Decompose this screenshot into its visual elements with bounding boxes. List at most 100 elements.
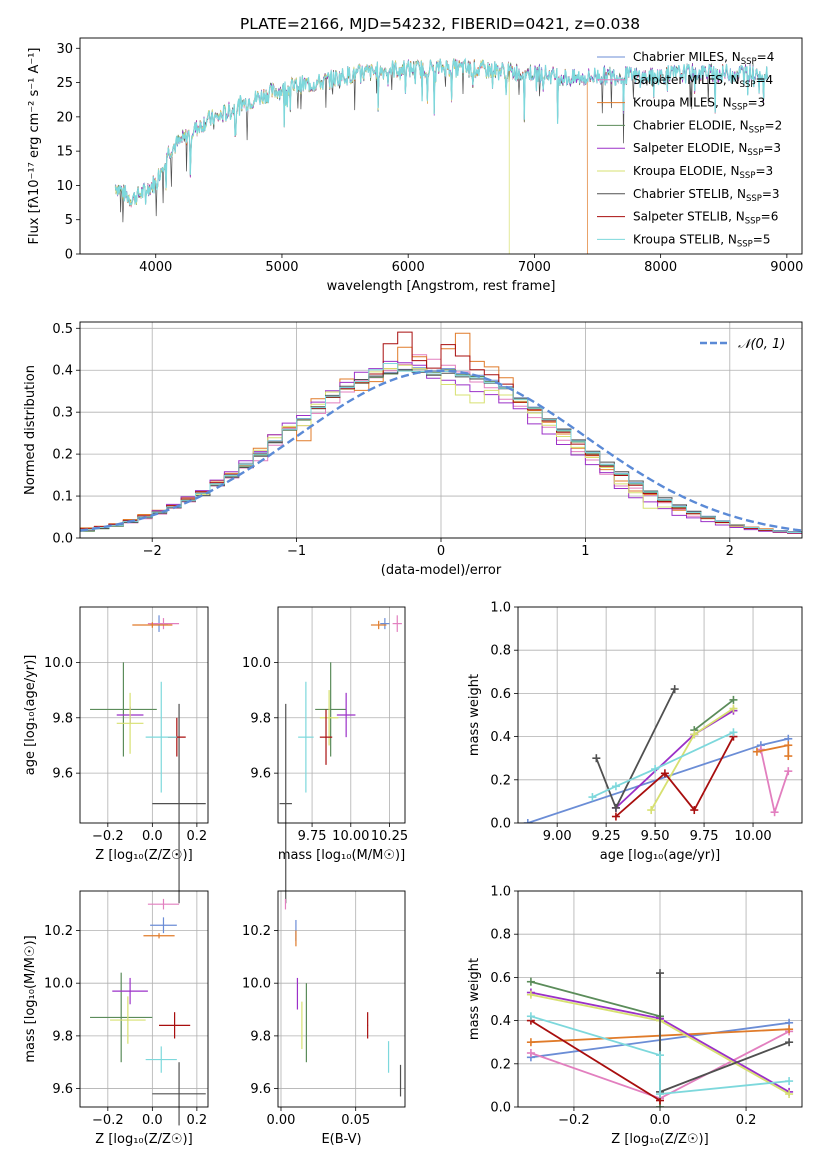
y-tick-label: 9.6 — [52, 767, 73, 782]
x-tick-label: −0.2 — [92, 1113, 124, 1128]
x-tick-label: 9.50 — [641, 829, 670, 844]
age_vs_mass-panel: 9.75 10.00 10.25 9.6 9.8 10.0 mass [log₁₀(M/M☉… — [242, 606, 408, 904]
y-tick-label: 0.2 — [490, 773, 511, 788]
axes-frame — [277, 606, 406, 824]
axes-frame — [79, 606, 209, 824]
errorbar-point — [143, 933, 175, 939]
x-tick-label: 0 — [437, 544, 445, 559]
y-tick-label: 1.0 — [490, 885, 511, 900]
spectrum-panel: 4000 5000 6000 7000 8000 9000 0 5 10 15 20 25 30 wave… — [27, 37, 803, 294]
axes-frame — [277, 890, 406, 1108]
y-tick-label: 1.0 — [490, 601, 511, 616]
series-marker — [784, 741, 793, 750]
axes-frame — [517, 606, 803, 824]
y-tick-label: 0.2 — [52, 448, 73, 463]
series-line-chabrier-miles — [527, 737, 789, 823]
series-marker — [690, 730, 699, 739]
y-tick-label: 0.6 — [490, 687, 511, 702]
series-line-salpeter-stelib — [615, 736, 735, 818]
x-tick-label: 0.05 — [341, 1113, 370, 1128]
series-marker — [656, 1090, 664, 1099]
errorbar-point — [116, 692, 144, 754]
series-marker — [526, 1038, 535, 1047]
errorbar-point — [319, 690, 339, 746]
y-tick-label: 10 — [56, 179, 73, 194]
y-tick-label: 25 — [56, 76, 73, 91]
series-marker — [690, 806, 699, 815]
legend-label: Salpeter MILES, NSSP=4 — [633, 73, 773, 90]
series-marker — [611, 812, 620, 821]
series-marker — [785, 1025, 794, 1034]
series-line-salpeter-stelib — [530, 1019, 661, 1102]
errorbar-point — [90, 972, 153, 1063]
y-axis-label: mass weight — [467, 674, 482, 756]
series-group — [526, 969, 794, 1107]
y-axis-label: Normed distribution — [23, 365, 38, 495]
legend-label: Chabrier STELIB, NSSP=3 — [633, 187, 780, 204]
y-tick-label: 0.3 — [52, 406, 73, 421]
x-tick-label: 0.2 — [187, 829, 208, 844]
legend-label: 𝒩(0, 1) — [738, 337, 785, 352]
histogram-kroupa-stelib — [80, 363, 802, 533]
y-tick-label: 9.6 — [250, 767, 271, 782]
series-marker — [784, 767, 793, 776]
y-tick-label: 10.0 — [44, 977, 73, 992]
x-axis-label: mass [log₁₀(M/M☉)] — [278, 848, 405, 863]
series-marker — [784, 752, 793, 761]
x-tick-label: 6000 — [392, 260, 425, 275]
series-marker — [611, 803, 620, 812]
errorbar-point — [150, 917, 177, 934]
errorbar-point — [367, 1012, 369, 1039]
y-tick-label: 9.8 — [250, 711, 271, 726]
y-tick-label: 10.2 — [242, 924, 271, 939]
series-marker — [729, 728, 738, 737]
x-axis-label: age [log₁₀(age/yr)] — [600, 848, 721, 863]
legend-label: Kroupa MILES, NSSP=3 — [633, 96, 765, 113]
residuals-panel: −2 −1 0 1 2 0.0 0.1 0.2 0.3 0.4 0.5 (data-model)/er… — [23, 321, 803, 578]
y-tick-label: 10.0 — [242, 656, 271, 671]
errorbar-point — [399, 1064, 402, 1097]
x-tick-label: 0.2 — [187, 1113, 208, 1128]
series-marker — [785, 1077, 794, 1086]
series-line-chabrier-elodie — [693, 699, 734, 731]
figure-title: PLATE=2166, MJD=54232, FIBERID=0421, z=0… — [240, 15, 640, 33]
series-marker — [526, 1012, 535, 1021]
y-tick-label: 10.0 — [44, 656, 73, 671]
series-group — [523, 685, 793, 823]
x-tick-label: 7000 — [518, 260, 551, 275]
normal-curve — [79, 369, 803, 532]
y-tick-label: 0.0 — [490, 1101, 511, 1116]
y-tick-label: 9.8 — [52, 711, 73, 726]
x-tick-label: 0.2 — [736, 1113, 757, 1128]
errorbar-point — [152, 703, 206, 904]
y-tick-label: 0.8 — [490, 928, 511, 943]
series-line-salpeter-miles — [760, 749, 790, 816]
axes-frame — [79, 890, 209, 1108]
series-marker — [611, 782, 620, 791]
series-marker — [526, 1049, 535, 1057]
y-tick-label: 0.8 — [490, 644, 511, 659]
mass_vs_ebv-panel: 0.00 0.05 9.6 9.8 10.0 10.2 E(B-V) — [242, 890, 406, 1147]
series-marker — [523, 819, 532, 823]
y-tick-label: 15 — [56, 145, 73, 160]
errorbar-point — [380, 618, 390, 630]
axes-frame — [79, 37, 803, 255]
x-tick-label: 5000 — [265, 260, 298, 275]
x-tick-label: −0.2 — [92, 829, 124, 844]
y-tick-label: 0 — [65, 248, 73, 263]
series-marker — [656, 969, 664, 978]
weight_vs_Z-panel: −0.2 0.0 0.2 0.0 0.2 0.4 0.6 0.8 1.0 Z [log₁₀(Z/Z… — [467, 885, 803, 1147]
series-marker — [651, 765, 660, 773]
weight_vs_age-panel: 9.00 9.25 9.50 9.75 10.00 0.0 0.2 0.4 0.6 0.8 1.0 a… — [467, 601, 803, 863]
legend-label: Kroupa ELODIE, NSSP=3 — [633, 164, 773, 181]
errorbar-point — [147, 898, 180, 910]
y-tick-label: 0.4 — [490, 730, 511, 745]
errorbar-point — [305, 983, 307, 1063]
x-axis-label: Z [log₁₀(Z/Z☉)] — [95, 848, 192, 863]
y-axis-label: Flux [fλ10⁻¹⁷ erg cm⁻² s⁻¹ A⁻¹] — [27, 48, 42, 245]
spectrum-line-kroupa-stelib — [114, 57, 768, 207]
errorbar-point — [392, 615, 402, 632]
series-marker — [660, 769, 669, 778]
y-axis-label: age [log₁₀(age/yr)] — [23, 655, 38, 776]
